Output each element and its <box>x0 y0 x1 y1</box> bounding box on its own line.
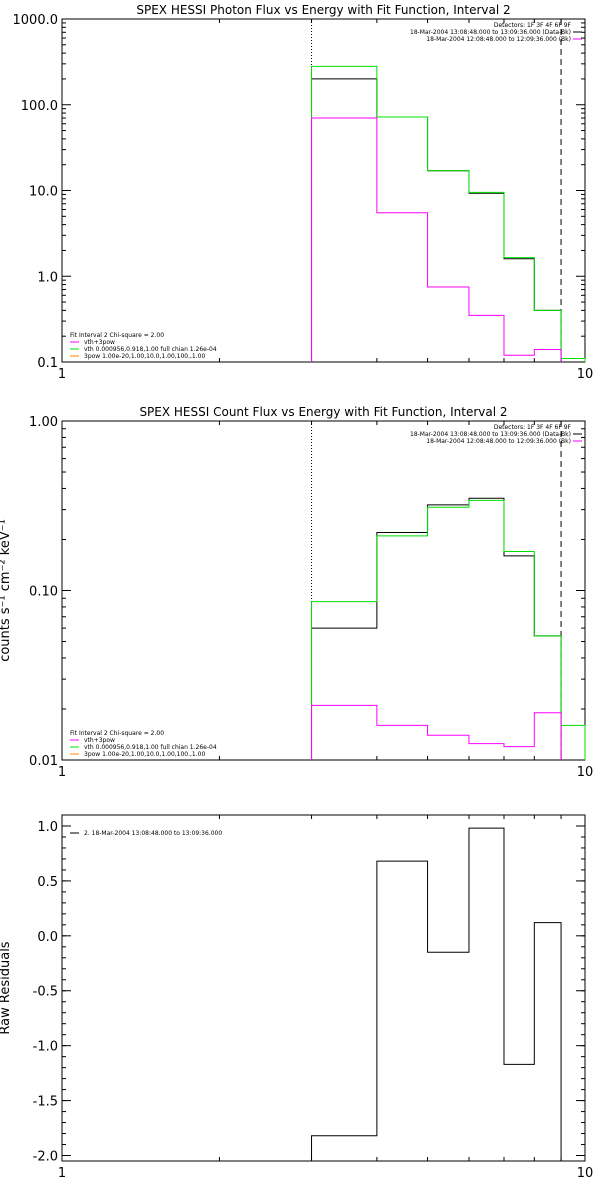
y-tick-label: 10.0 <box>29 185 58 200</box>
series-1-line <box>311 497 562 760</box>
chart-title: SPEX HESSI Photon Flux vs Energy with Fi… <box>136 3 510 17</box>
header-line: 18-Mar-2004 12:08:48.000 to 12:09:36.000… <box>426 438 571 445</box>
y-tick-label: 0.01 <box>29 754 58 769</box>
y-tick-label: -1.5 <box>33 1095 58 1110</box>
header-line: Detectors: 1F 3F 4F 6F 9F <box>494 22 572 29</box>
chart-panel-3: Raw Residuals 1 10 -2.0 -1.5 -1.0 -0.5 0.0 0.5 1.… <box>0 814 594 1181</box>
plot-frame <box>61 420 586 761</box>
y-tick-label: -2.0 <box>33 1150 58 1165</box>
chart-title: SPEX HESSI Count Flux vs Energy with Fit… <box>139 405 507 419</box>
y-tick-label: 0.0 <box>37 930 58 945</box>
legend-title: Fit Interval 2 Chi-square = 2.00 <box>70 730 164 737</box>
y-tick-label: 1.00 <box>29 415 58 430</box>
y-tick-label: 0.5 <box>37 875 58 890</box>
legend-entry: vth+3pow <box>84 737 115 744</box>
series-2-line <box>311 499 586 760</box>
series-3-line <box>311 704 562 760</box>
chart-panel-2: SPEX HESSI Count Flux vs Energy with Fit… <box>0 405 593 780</box>
x-tick-label: 1 <box>58 367 66 382</box>
legend-entry: vth 0.000956,0.918,1.00 full chian 1.26e… <box>84 744 217 751</box>
x-tick-label: 10 <box>577 367 594 382</box>
x-tick-label: 1 <box>58 765 66 780</box>
y-tick-label: 0.1 <box>37 356 58 371</box>
header-line: 18-Mar-2004 13:08:48.000 to 13:09:36.000… <box>410 29 571 36</box>
y-tick-label: 100.0 <box>21 99 58 114</box>
legend-entry: 3pow 1.00e-20,1.00,10.0,1.00,100.,1.00 <box>84 353 205 360</box>
header-line: 18-Mar-2004 13:08:48.000 to 13:09:36.000… <box>410 431 571 438</box>
legend-entry: 2. 18-Mar-2004 13:08:48.000 to 13:09:36.… <box>84 830 222 837</box>
y-axis-label: Raw Residuals <box>0 941 13 1034</box>
y-axis-label: counts s⁻¹ cm⁻² keV⁻¹ <box>0 519 13 662</box>
x-tick-label: 10 <box>577 1166 594 1181</box>
y-tick-label: 1000.0 <box>13 13 59 28</box>
chart-panel-1: SPEX HESSI Photon Flux vs Energy with Fi… <box>13 3 594 382</box>
series-2-line <box>311 65 586 362</box>
series-1-line <box>311 827 562 1161</box>
legend-title: Fit Interval 2 Chi-square = 2.00 <box>70 332 164 339</box>
header-line: Detectors: 1F 3F 4F 6F 9F <box>494 424 572 431</box>
y-tick-label: 1.0 <box>37 820 58 835</box>
x-tick-label: 10 <box>577 765 594 780</box>
y-tick-label: -1.0 <box>33 1040 58 1055</box>
y-tick-label: -0.5 <box>33 985 58 1000</box>
y-tick-label: 0.10 <box>29 585 58 600</box>
legend-entry: vth 0.000956,0.918,1.00 full chian 1.26e… <box>84 346 217 353</box>
x-tick-label: 1 <box>58 1166 66 1181</box>
legend-entry: vth+3pow <box>84 339 115 346</box>
plot-frame <box>61 18 586 363</box>
header-line: 18-Mar-2004 12:08:48.000 to 12:09:36.000… <box>426 36 571 43</box>
plot-frame <box>61 814 586 1162</box>
y-tick-label: 1.0 <box>37 270 58 285</box>
series-1-line <box>311 78 562 362</box>
legend-entry: 3pow 1.00e-20,1.00,10.0,1.00,100.,1.00 <box>84 751 205 758</box>
series-3-line <box>311 117 562 362</box>
